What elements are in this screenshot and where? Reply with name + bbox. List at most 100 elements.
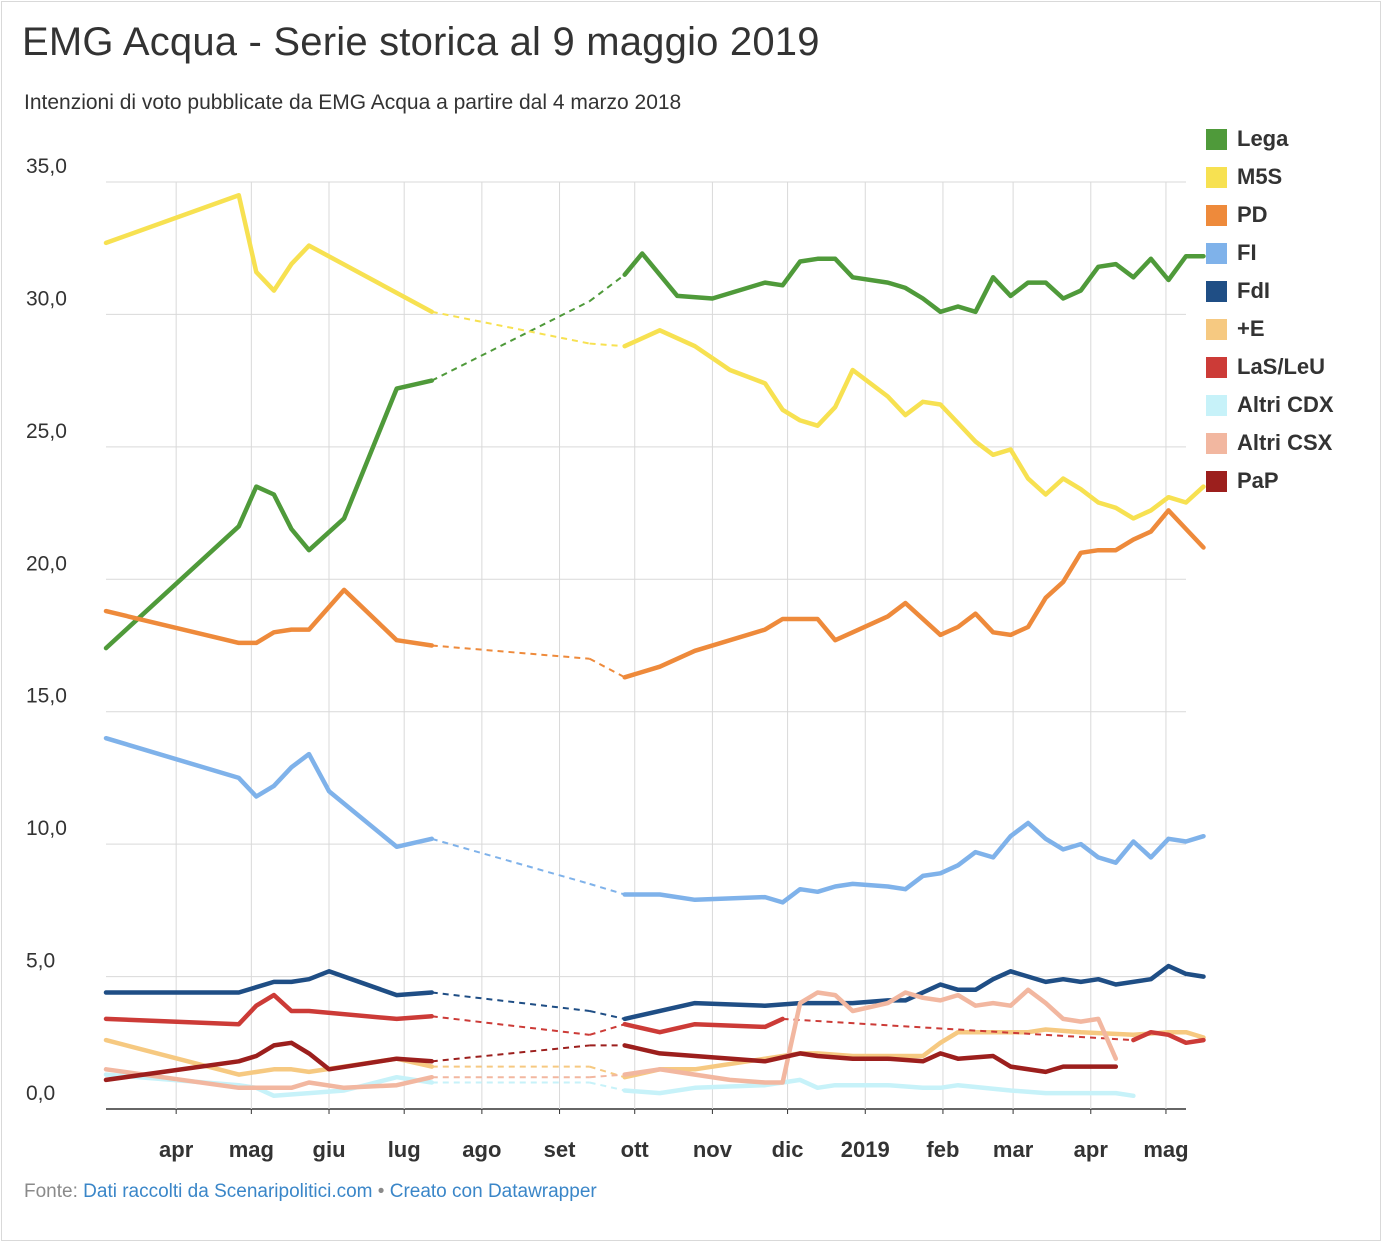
y-tick-label: 30,0: [26, 287, 67, 310]
legend-label: +E: [1237, 316, 1265, 341]
legend-label: PD: [1237, 202, 1268, 227]
x-tick-label: apr: [1074, 1137, 1109, 1162]
chart-subtitle: Intenzioni di voto pubblicate da EMG Acq…: [24, 91, 682, 114]
series-line: [103, 192, 435, 315]
series-line: [622, 1027, 1206, 1080]
series-gap-line: [589, 342, 625, 348]
series-line: [622, 1016, 785, 1035]
x-tick-label: dic: [772, 1137, 804, 1162]
y-axis-labels: 0,0 5,0 10,0 15,0 20,0 25,0 30,0 35,0: [26, 155, 67, 1105]
series-line: [103, 735, 435, 850]
x-tick-label: ago: [462, 1137, 501, 1162]
series-gap-line: [431, 991, 590, 1012]
series-gap-line: [431, 300, 591, 382]
series-fdi: [103, 963, 1206, 1022]
series-m5s: [103, 192, 1206, 521]
series-gap-line: [431, 1015, 590, 1036]
x-tick-label: nov: [693, 1137, 733, 1162]
source-prefix: Fonte:: [24, 1181, 78, 1202]
legend-label: Lega: [1237, 126, 1289, 151]
series-gap-line: [431, 310, 590, 345]
legend-item-altri-cdx: Altri CDX: [1206, 386, 1334, 424]
legend-item-pap: PaP: [1206, 462, 1334, 500]
y-tick-label: 35,0: [26, 155, 67, 178]
legend-swatch: [1206, 318, 1227, 340]
x-tick-label: 2019: [841, 1137, 890, 1162]
legend-item-fdi: FdI: [1206, 272, 1334, 310]
y-tick-label: 25,0: [26, 420, 67, 443]
legend-swatch: [1206, 432, 1227, 454]
series-altri-cdx: [103, 1072, 1136, 1099]
series-gap-line: [589, 1010, 625, 1020]
series-gap-line: [589, 1023, 625, 1036]
series-gap-line: [782, 1017, 1134, 1042]
x-axis-labels: apr mag giu lug ago set ott nov dic 2019 feb mar apr…: [159, 1137, 1189, 1162]
x-tick-label: giu: [313, 1137, 346, 1162]
legend-swatch: [1206, 280, 1227, 302]
series-altri-csx: [103, 987, 1119, 1091]
legend-swatch: [1206, 166, 1227, 188]
source-link[interactable]: Dati raccolti da Scenaripolitici.com: [83, 1181, 373, 1202]
y-tick-label: 20,0: [26, 552, 67, 575]
x-tick-label: mag: [1143, 1137, 1188, 1162]
grid: [106, 181, 1186, 1114]
legend-swatch: [1206, 242, 1227, 264]
series-line: [103, 969, 435, 998]
series-gap-line: [431, 644, 590, 660]
legend-swatch: [1206, 204, 1227, 226]
series-line: [622, 1043, 1119, 1075]
x-tick-label: lug: [388, 1137, 421, 1162]
legend-item-fi: FI: [1206, 234, 1334, 272]
chart-title: EMG Acqua - Serie storica al 9 maggio 20…: [22, 20, 820, 64]
legend-swatch: [1206, 128, 1227, 150]
series-line: [622, 328, 1206, 521]
legend-item--e: +E: [1206, 310, 1334, 348]
x-tick-label: mag: [229, 1137, 274, 1162]
legend-item-m5s: M5S: [1206, 158, 1334, 196]
x-tick-label: mar: [993, 1137, 1034, 1162]
legend-label: Altri CSX: [1237, 430, 1333, 455]
series-line: [622, 963, 1206, 1022]
footer-separator: •: [377, 1181, 385, 1202]
series-gap-line: [589, 657, 626, 679]
y-tick-label: 5,0: [26, 950, 55, 973]
legend-label: PaP: [1237, 468, 1279, 493]
y-tick-label: 10,0: [26, 817, 67, 840]
x-tick-label: ott: [621, 1137, 650, 1162]
series-lines: [103, 192, 1206, 1099]
series-line: [103, 587, 435, 648]
legend-swatch: [1206, 356, 1227, 378]
series-line: [103, 992, 435, 1027]
legend-item-lega: Lega: [1206, 120, 1334, 158]
legend-item-pd: PD: [1206, 196, 1334, 234]
x-tick-label: apr: [159, 1137, 194, 1162]
x-tick-label: feb: [926, 1137, 959, 1162]
series-line: [622, 1077, 1136, 1099]
datawrapper-link[interactable]: Creato con Datawrapper: [389, 1181, 597, 1202]
series-pap: [103, 1040, 1119, 1083]
legend-item-las-leu: LaS/LeU: [1206, 348, 1334, 386]
legend-label: Altri CDX: [1237, 392, 1334, 417]
footer: Fonte: Dati raccolti da Scenaripolitici.…: [24, 1181, 597, 1203]
series-pd: [103, 508, 1206, 680]
y-tick-label: 0,0: [26, 1082, 55, 1105]
series-gap-line: [589, 882, 625, 896]
series-gap-line: [589, 273, 626, 302]
legend-swatch: [1206, 394, 1227, 416]
series-line: [103, 1040, 435, 1083]
series-gap-line: [431, 1044, 590, 1063]
series-line: [103, 378, 435, 651]
series-gap-line: [589, 1073, 625, 1079]
series-fi: [103, 735, 1206, 905]
legend-label: FdI: [1237, 278, 1270, 303]
series-line: [1131, 1029, 1206, 1046]
series-lega: [103, 251, 1206, 651]
series-line: [103, 1067, 435, 1091]
series-line: [622, 508, 1206, 680]
legend-label: LaS/LeU: [1237, 354, 1326, 379]
series-line: [622, 251, 1206, 315]
series-line: [622, 820, 1206, 905]
legend-label: M5S: [1237, 164, 1283, 189]
series-gap-line: [431, 837, 590, 885]
